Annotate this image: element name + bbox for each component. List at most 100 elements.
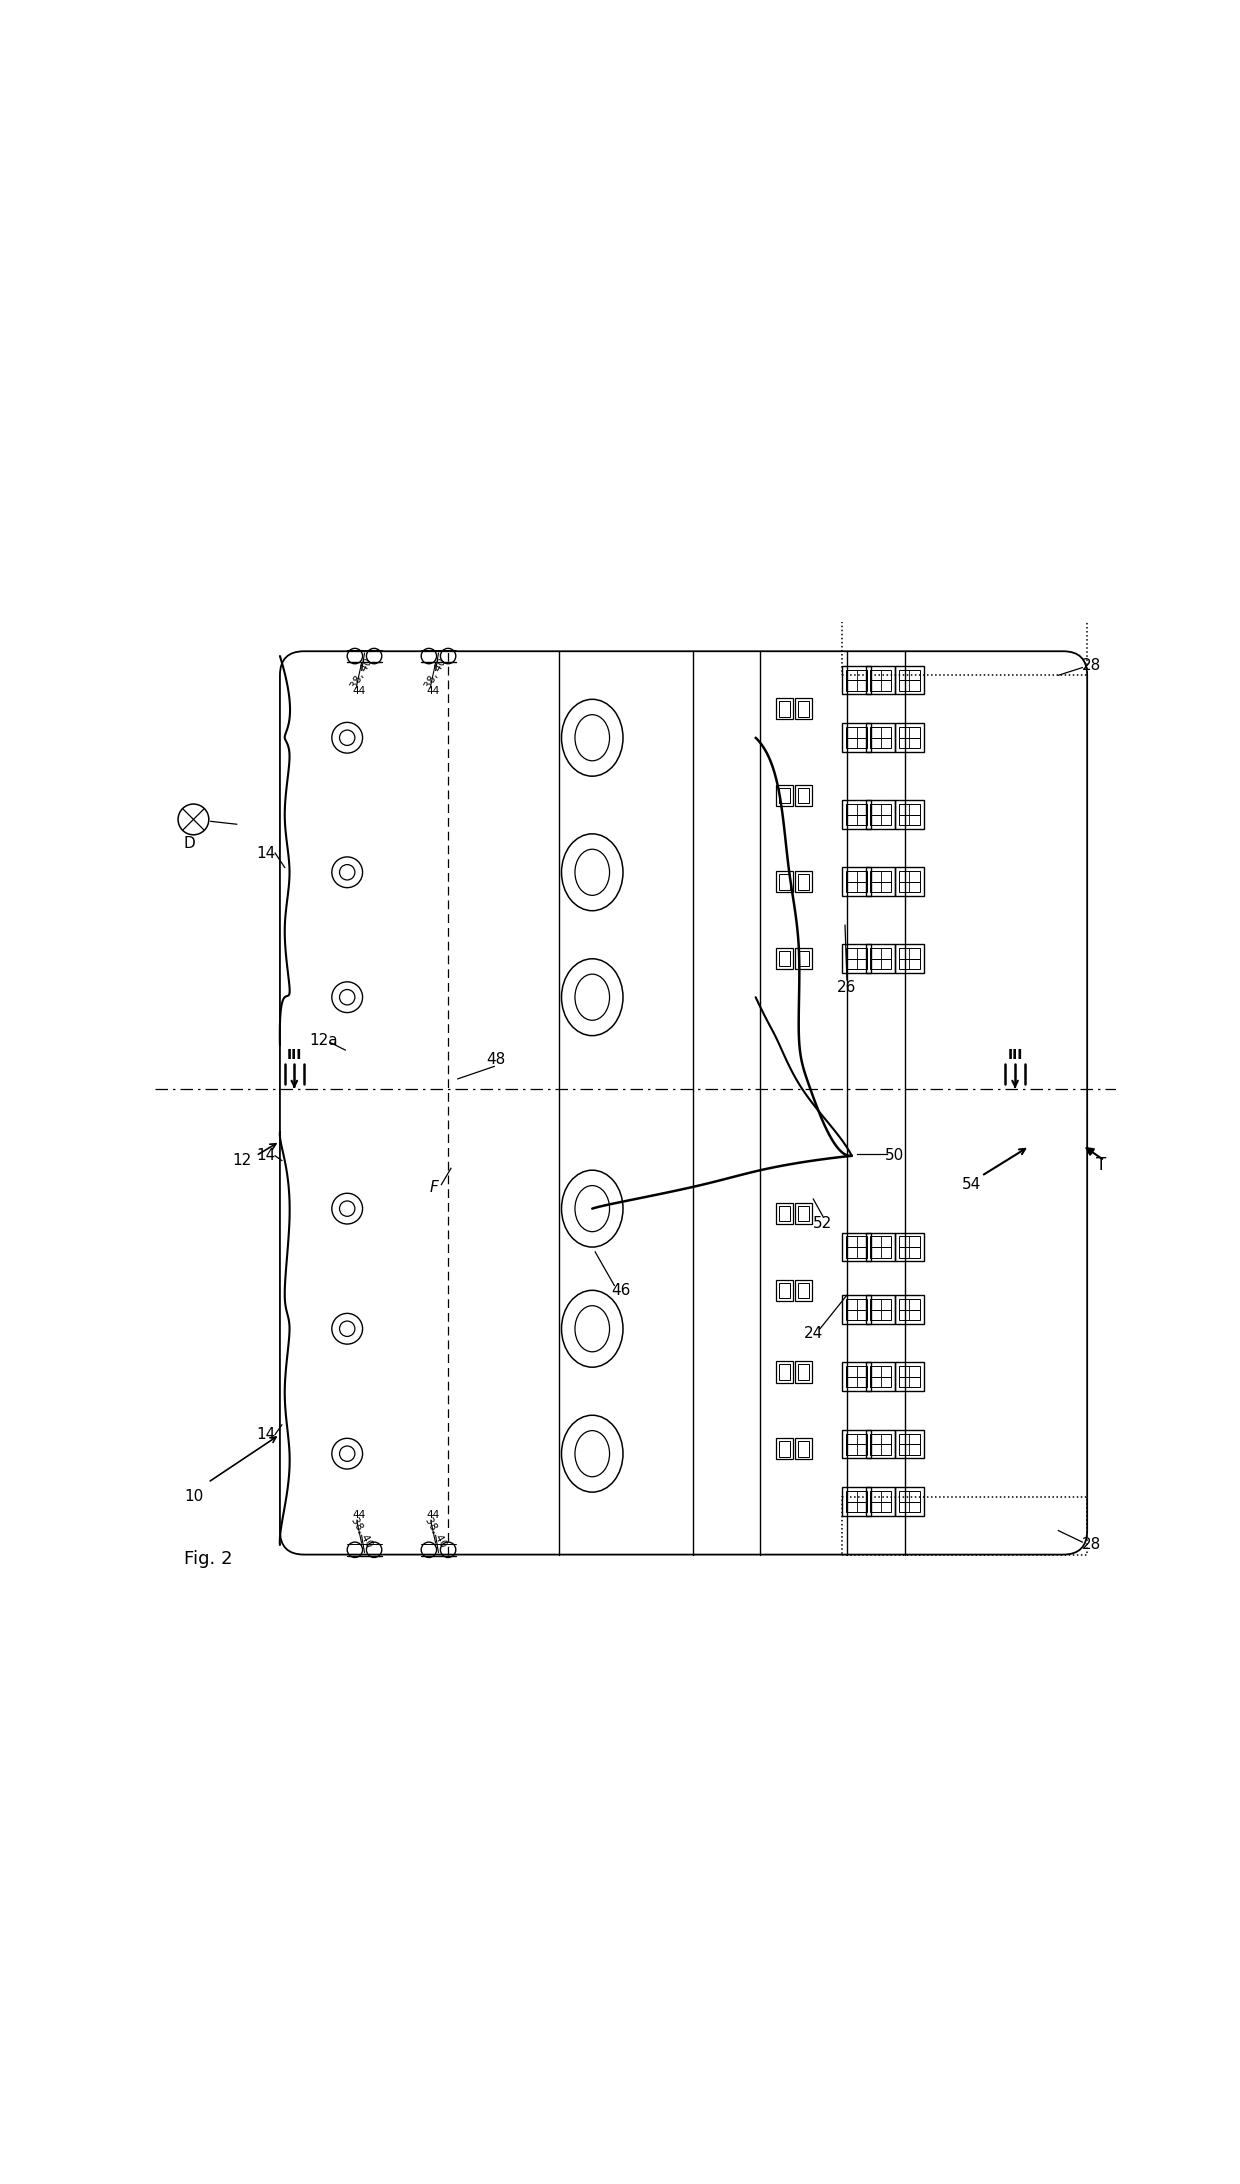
Bar xyxy=(795,1361,812,1382)
Bar xyxy=(776,699,794,719)
Bar xyxy=(797,1282,810,1297)
Text: 50: 50 xyxy=(885,1149,905,1164)
Bar xyxy=(846,804,867,815)
Text: 26: 26 xyxy=(837,981,857,996)
Text: III: III xyxy=(1007,1048,1023,1061)
Bar xyxy=(899,1236,920,1247)
Text: 12: 12 xyxy=(232,1153,252,1168)
Bar xyxy=(866,799,895,830)
Text: 38, 40: 38, 40 xyxy=(423,1516,448,1548)
Text: 44: 44 xyxy=(427,686,439,697)
Bar xyxy=(899,1310,920,1319)
Bar xyxy=(866,1232,895,1262)
Bar xyxy=(795,784,812,806)
Bar xyxy=(779,1441,790,1457)
Text: 14: 14 xyxy=(255,845,275,860)
Bar xyxy=(899,804,920,815)
Bar xyxy=(895,723,924,751)
Bar xyxy=(870,679,892,690)
Bar xyxy=(846,882,867,893)
Bar xyxy=(899,882,920,893)
Text: 38, 40: 38, 40 xyxy=(348,1516,374,1548)
Bar xyxy=(870,1310,892,1319)
Bar xyxy=(795,1203,812,1223)
Bar xyxy=(866,1363,895,1391)
Bar xyxy=(899,959,920,970)
Bar xyxy=(899,871,920,882)
Bar xyxy=(895,1487,924,1516)
Bar xyxy=(866,666,895,695)
Bar xyxy=(899,1247,920,1258)
Bar xyxy=(842,1232,870,1262)
Bar xyxy=(870,1433,892,1444)
Bar xyxy=(870,1236,892,1247)
Bar xyxy=(899,1492,920,1503)
Text: 14: 14 xyxy=(255,1149,275,1164)
Bar xyxy=(842,1487,870,1516)
Text: 38, 40: 38, 40 xyxy=(348,657,374,690)
Bar xyxy=(779,788,790,804)
Bar xyxy=(842,1496,1087,1555)
Bar xyxy=(779,1365,790,1380)
Bar xyxy=(842,1431,870,1459)
Bar xyxy=(866,723,895,751)
Bar xyxy=(899,948,920,959)
Bar xyxy=(895,1363,924,1391)
Bar xyxy=(870,948,892,959)
Bar xyxy=(870,815,892,826)
Bar xyxy=(870,871,892,882)
Bar xyxy=(842,666,870,695)
Bar xyxy=(797,1365,810,1380)
Bar xyxy=(846,1376,867,1387)
Bar xyxy=(797,701,810,716)
Bar xyxy=(870,959,892,970)
Bar xyxy=(776,1439,794,1459)
Bar xyxy=(842,867,870,895)
Text: 44: 44 xyxy=(352,1509,366,1520)
Bar xyxy=(846,679,867,690)
Bar xyxy=(870,1247,892,1258)
Bar xyxy=(779,874,790,889)
Bar xyxy=(866,1295,895,1324)
Text: 54: 54 xyxy=(962,1177,982,1192)
Bar xyxy=(795,1280,812,1302)
Bar xyxy=(870,670,892,679)
Bar xyxy=(870,1376,892,1387)
Bar xyxy=(846,1492,867,1503)
Text: 44: 44 xyxy=(427,1509,439,1520)
Bar xyxy=(899,1367,920,1376)
Bar xyxy=(846,815,867,826)
Bar xyxy=(846,1367,867,1376)
Bar xyxy=(846,670,867,679)
Bar xyxy=(776,784,794,806)
Text: Fig. 2: Fig. 2 xyxy=(184,1551,232,1568)
Bar xyxy=(846,948,867,959)
Bar xyxy=(797,874,810,889)
Text: 44: 44 xyxy=(352,686,366,697)
Bar xyxy=(899,679,920,690)
Text: III: III xyxy=(286,1048,303,1061)
Bar xyxy=(895,867,924,895)
Bar xyxy=(795,948,812,970)
Text: T: T xyxy=(1096,1155,1107,1175)
Bar xyxy=(846,1433,867,1444)
Bar xyxy=(776,948,794,970)
Bar xyxy=(776,1203,794,1223)
Bar xyxy=(776,871,794,893)
Bar xyxy=(797,1441,810,1457)
Text: 38, 40: 38, 40 xyxy=(423,657,448,690)
Bar xyxy=(895,666,924,695)
Bar xyxy=(870,1503,892,1511)
Bar xyxy=(870,738,892,749)
Bar xyxy=(842,618,1087,675)
Bar xyxy=(870,1367,892,1376)
Bar xyxy=(899,1503,920,1511)
Bar xyxy=(797,950,810,968)
Bar xyxy=(866,867,895,895)
Text: F: F xyxy=(429,1179,438,1195)
Bar xyxy=(870,1492,892,1503)
Bar xyxy=(895,943,924,974)
Bar xyxy=(779,950,790,968)
Bar xyxy=(846,1310,867,1319)
Bar xyxy=(899,1433,920,1444)
